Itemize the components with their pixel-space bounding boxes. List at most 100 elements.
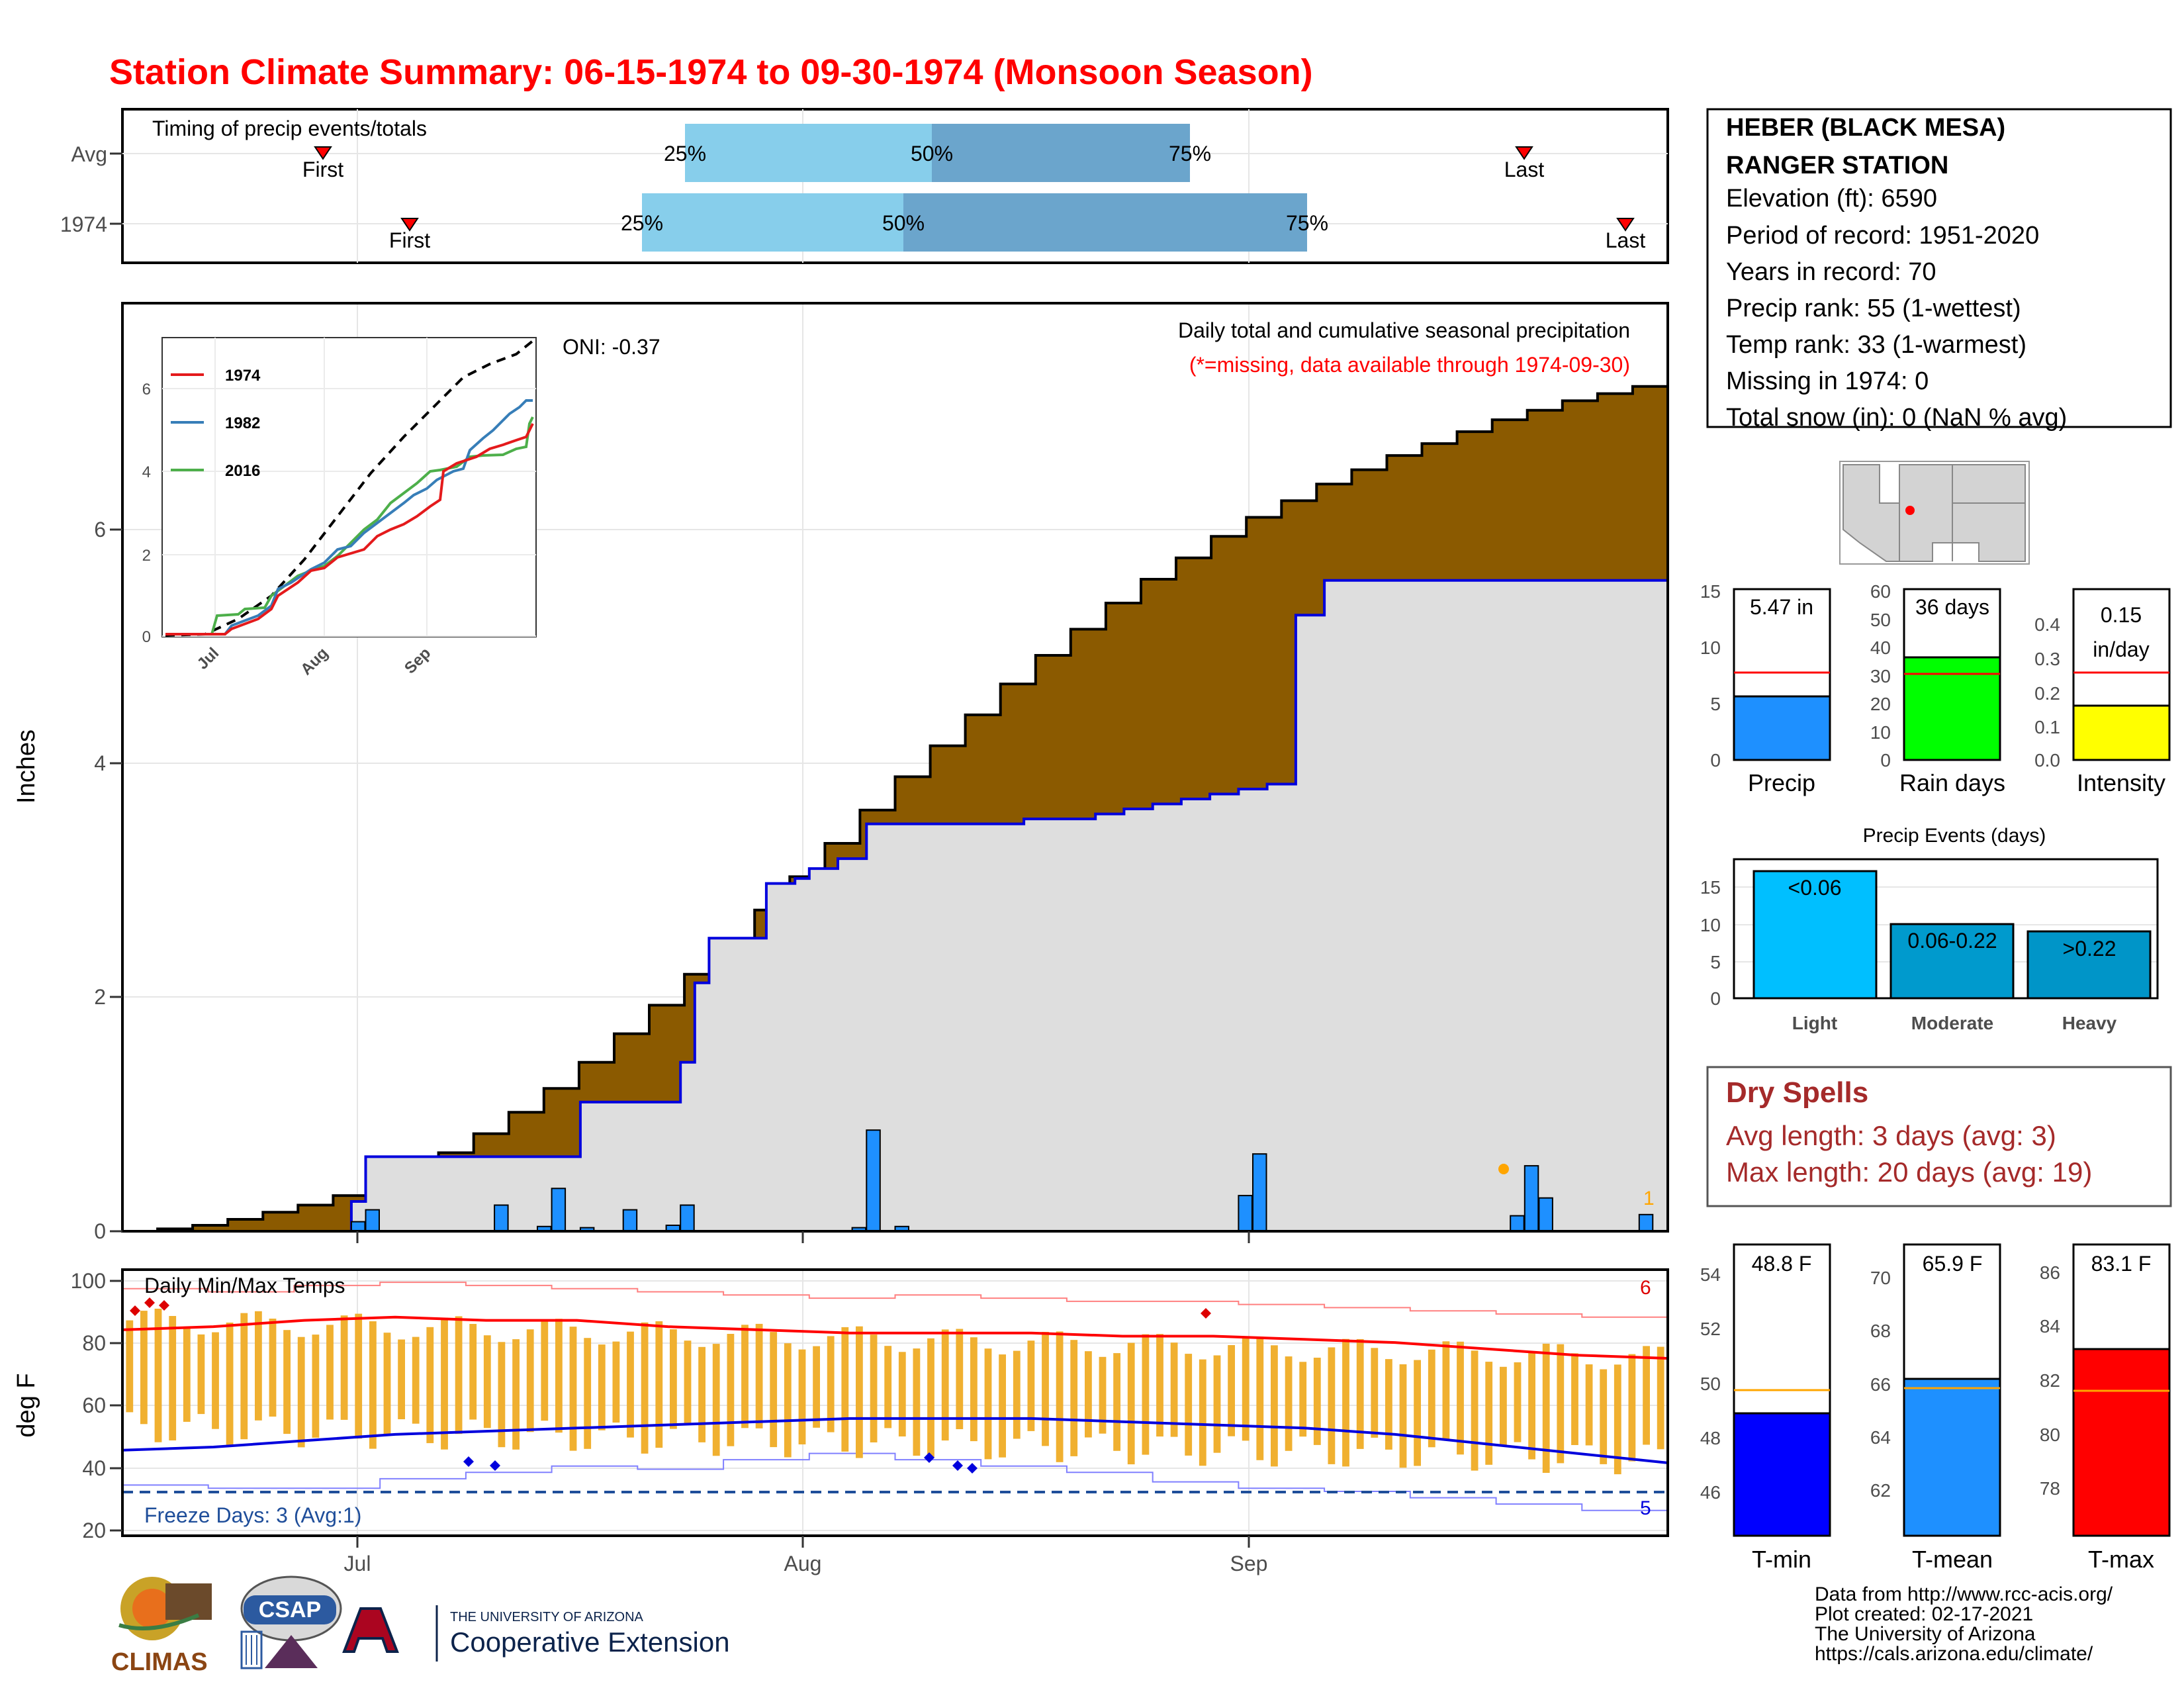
daily-temp-bar — [1485, 1362, 1493, 1465]
daily-temp-bar — [798, 1349, 806, 1444]
record-low-count: 5 — [1640, 1497, 1651, 1519]
daily-precip-bar — [350, 1221, 366, 1232]
tbar-ytick: 68 — [1870, 1321, 1891, 1341]
bar-ytick: 0 — [1880, 750, 1891, 771]
bar-ytick: 30 — [1870, 666, 1891, 686]
daily-temp-bar — [1628, 1354, 1636, 1462]
bar-ytick: 10 — [1870, 722, 1891, 743]
daily-temp-bar — [727, 1334, 735, 1446]
events-xtick: Light — [1792, 1013, 1837, 1033]
daily-temp-bar — [941, 1329, 949, 1441]
inset-chart: 1974 1982 2016 0 2 4 6 Jul Aug Sep — [142, 337, 537, 679]
tbar-ytick: 78 — [2040, 1478, 2060, 1499]
daily-temp-bar — [1142, 1334, 1150, 1455]
tbar-ytick: 54 — [1700, 1264, 1721, 1285]
dry-spells-box: Dry Spells Avg length: 3 days (avg: 3) M… — [1706, 1066, 2172, 1207]
daily-precip-bar — [1510, 1215, 1525, 1232]
light-events-value: <0.06 — [1788, 876, 1842, 900]
daily-temp-bar — [1542, 1343, 1550, 1473]
inset-ytick: 2 — [142, 547, 151, 565]
bar-ytick: 5 — [1710, 694, 1721, 714]
precip-panel: 1 6 4 2 0 Inches Daily total and cumulat… — [13, 302, 1669, 1243]
daily-temp-bar — [1643, 1346, 1650, 1445]
daily-temp-bar — [1399, 1364, 1407, 1468]
temp-summary-bars: 48.8 F 54 52 50 48 46 T-min 65.9 F 70 68… — [1700, 1243, 2171, 1573]
daily-temp-bar — [1127, 1342, 1135, 1465]
daily-temp-bar — [483, 1335, 491, 1429]
daily-temp-bar — [555, 1319, 563, 1433]
daily-temp-bar — [340, 1315, 348, 1420]
daily-temp-bar — [1514, 1362, 1522, 1442]
daily-precip-bar — [680, 1204, 695, 1232]
avg-min-line — [122, 1417, 1668, 1464]
bar-ytick: 20 — [1870, 694, 1891, 714]
last-marker-icon — [1515, 146, 1533, 160]
events-xtick: Moderate — [1911, 1013, 1993, 1033]
precip-ytick: 4 — [94, 751, 106, 775]
daily-temp-bar — [412, 1336, 420, 1424]
inset-line-1974 — [165, 423, 534, 635]
daily-temp-bar — [1371, 1348, 1379, 1438]
daily-temp-bar — [856, 1326, 863, 1458]
precip-events-chart: Precip Events (days) <0.06 0.06-0.22 >0.… — [1700, 825, 2159, 1033]
daily-temp-bar — [1414, 1360, 1421, 1466]
station-period: Period of record: 1951-2020 — [1726, 222, 2039, 250]
daily-temp-bar — [1285, 1356, 1293, 1451]
moderate-events-value: 0.06-0.22 — [1907, 929, 1997, 953]
bar-ytick: 15 — [1700, 581, 1721, 602]
daily-temp-bar — [670, 1329, 677, 1429]
daily-temp-bar — [154, 1309, 162, 1442]
tbar-ytick: 48 — [1700, 1428, 1721, 1448]
daily-temp-range-bars — [126, 1309, 1664, 1475]
daily-precip-bar — [866, 1129, 881, 1232]
tmean-value: 65.9 F — [1923, 1252, 1983, 1276]
daily-temp-bar — [1385, 1359, 1392, 1450]
daily-precip-bar — [551, 1188, 567, 1233]
temp-xtick: Sep — [1230, 1552, 1268, 1575]
daily-temp-bar — [584, 1338, 592, 1449]
climas-logo-text: CLIMAS — [111, 1648, 208, 1676]
record-high-count: 6 — [1640, 1277, 1651, 1299]
bar-ytick: 10 — [1700, 637, 1721, 658]
timing-title: Timing of precip events/totals — [152, 117, 427, 140]
daily-temp-bar — [1500, 1366, 1507, 1446]
temp-ytick: 60 — [82, 1393, 106, 1417]
inset-legend-2016: 2016 — [225, 462, 260, 480]
climas-logo: CLIMAS — [111, 1577, 212, 1676]
precip-ytick: 2 — [94, 985, 106, 1009]
daily-temp-bar — [498, 1342, 506, 1448]
tbar-ytick: 86 — [2040, 1262, 2060, 1283]
bar-ytick: 40 — [1870, 637, 1891, 658]
tmin-value: 48.8 F — [1752, 1252, 1812, 1276]
last-marker-icon — [1616, 218, 1635, 232]
inset-avg-line — [165, 340, 534, 637]
daily-temp-bar — [1042, 1332, 1049, 1446]
record-low-markers — [463, 1452, 978, 1474]
daily-temp-bar — [770, 1332, 778, 1448]
daily-temp-bar — [712, 1344, 720, 1456]
first-marker-icon — [400, 218, 419, 232]
ua-small-text: THE UNIVERSITY OF ARIZONA — [450, 1610, 644, 1624]
light-events-bar — [1752, 870, 1878, 1000]
daily-precip-bar — [622, 1209, 638, 1232]
events-xtick: Heavy — [2062, 1013, 2117, 1033]
daily-temp-bar — [1585, 1364, 1593, 1446]
events-ytick: 0 — [1710, 988, 1721, 1009]
csap-logo-text: CSAP — [259, 1597, 321, 1622]
daily-temp-bar — [1271, 1345, 1278, 1467]
tbar-ytick: 82 — [2040, 1370, 2060, 1391]
heavy-events-bar — [2026, 930, 2152, 1000]
intensity-unit: in/day — [2093, 637, 2149, 661]
tbar-ytick: 84 — [2040, 1316, 2060, 1336]
timing-p75: 75% — [1286, 211, 1328, 235]
tmin-label: T-min — [1752, 1546, 1811, 1573]
daily-temp-bar — [355, 1313, 363, 1439]
daily-temp-bar — [1228, 1345, 1235, 1436]
daily-temp-bar — [240, 1313, 248, 1440]
tmin-bar — [1733, 1412, 1831, 1537]
daily-temp-bar — [283, 1330, 291, 1434]
events-ytick: 5 — [1710, 952, 1721, 972]
station-info: HEBER (BLACK MESA) RANGER STATION Elevat… — [1706, 108, 2172, 432]
daily-temp-bar — [1085, 1351, 1092, 1438]
daily-temp-bar — [541, 1320, 549, 1421]
